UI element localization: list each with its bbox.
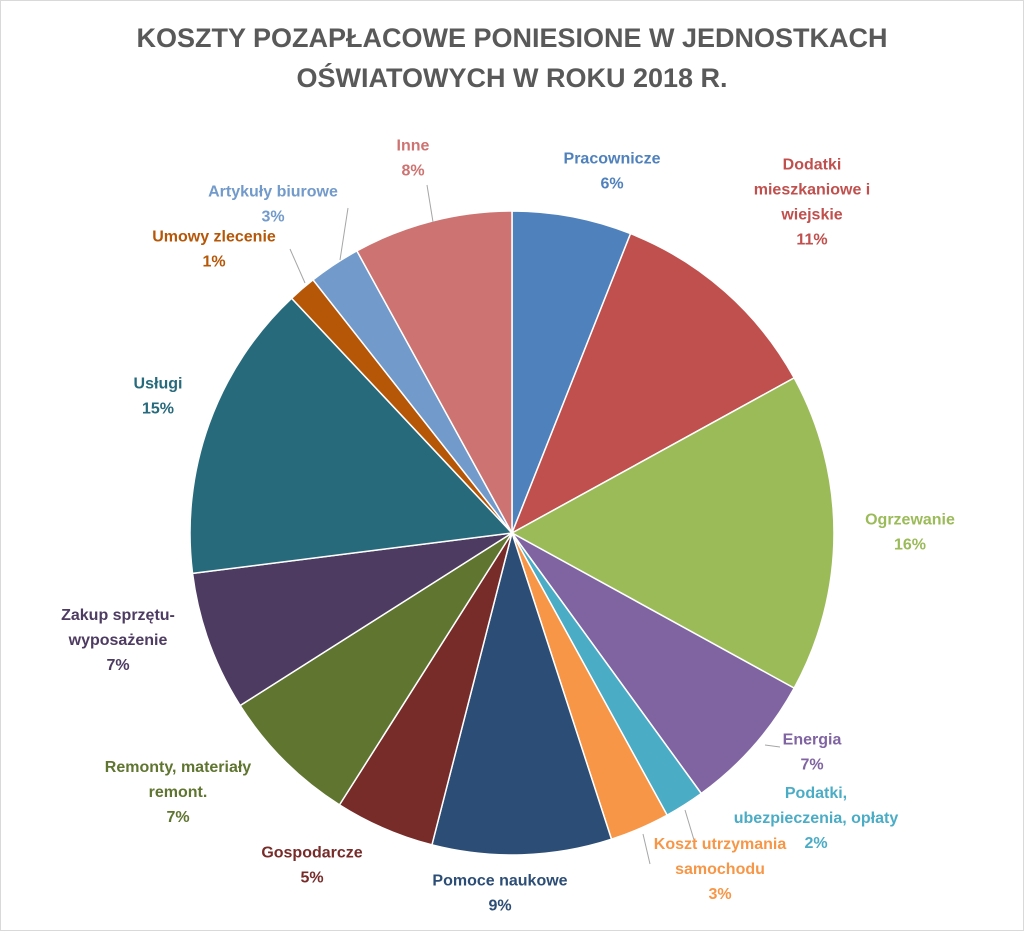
chart-title-line-1: KOSZTY POZAPŁACOWE PONIESIONE W JEDNOSTK… <box>136 23 888 53</box>
data-label-value: 6% <box>600 176 623 193</box>
data-label-category: Zakup sprzętu- <box>61 607 175 624</box>
data-label-category: ubezpieczenia, opłaty <box>734 810 899 827</box>
data-label-category: Koszt utrzymania <box>654 836 787 853</box>
leader-lines <box>289 184 781 865</box>
data-label-value: 15% <box>142 401 174 418</box>
chart-title-line-2: OŚWIATOWYCH W ROKU 2018 R. <box>296 63 728 93</box>
leader-line <box>426 184 434 223</box>
data-label-value: 7% <box>800 757 823 774</box>
pie-slice-ogrzewanie <box>510 376 835 690</box>
data-label-category: Gospodarcze <box>261 845 362 862</box>
data-label-value: 7% <box>166 809 189 826</box>
data-label-category: Energia <box>783 732 842 749</box>
data-label-value: 5% <box>300 870 323 887</box>
data-label: Podatki, ubezpieczenia, opłaty 2% <box>734 785 899 852</box>
data-label-category: samochodu <box>675 861 765 878</box>
pie-slice-zakup-sprzętu-wyposażenie <box>191 532 513 707</box>
data-label: Zakup sprzętu-wyposażenie 7% <box>61 607 175 674</box>
data-label-category: Podatki, <box>785 785 847 802</box>
data-label-category: wyposażenie <box>68 632 168 649</box>
data-label: Dodatki mieszkaniowe i wiejskie 11% <box>754 157 871 249</box>
data-label-category: Usługi <box>134 376 183 393</box>
data-label-category: Ogrzewanie <box>865 512 955 529</box>
data-label: Usługi 15% <box>134 376 183 418</box>
data-label: Pomoce naukowe 9% <box>432 873 567 915</box>
data-label-category: Umowy zlecenie <box>152 229 276 246</box>
data-label-value: 16% <box>894 537 926 554</box>
data-label: Umowy zlecenie 1% <box>152 229 276 271</box>
data-label-value: 1% <box>202 254 225 271</box>
data-label: Ogrzewanie 16% <box>865 512 955 554</box>
pie-slice-energia <box>511 532 796 795</box>
data-label-value: 2% <box>804 835 827 852</box>
data-label-value: 9% <box>488 898 511 915</box>
chart-title: KOSZTY POZAPŁACOWE PONIESIONE W JEDNOSTK… <box>0 18 1024 98</box>
data-label-category: Inne <box>397 138 430 155</box>
data-label-category: remont. <box>149 784 208 801</box>
data-label: Remonty, materiały remont. 7% <box>105 759 252 826</box>
pie-slice-inne <box>355 210 513 534</box>
data-label-category: Dodatki <box>783 157 842 174</box>
pie-slice-remonty-materiały-remont <box>239 532 513 806</box>
data-label-value: 11% <box>796 232 827 249</box>
data-labels: Pracownicze 6% Dodatki mieszkaniowe i wiejsk… <box>61 138 955 915</box>
data-label-category: Pracownicze <box>564 151 661 168</box>
leader-line <box>642 833 651 865</box>
leader-line <box>289 248 306 284</box>
pie-slice-usługi <box>189 297 514 575</box>
leader-line <box>764 744 781 748</box>
data-label: Koszt utrzymania samochodu 3% <box>654 836 787 903</box>
data-label-value: 8% <box>401 163 424 180</box>
data-label-category: Artykuły biurowe <box>208 184 338 201</box>
data-label: Energia 7% <box>783 732 842 774</box>
data-label: Pracownicze 6% <box>564 151 661 193</box>
pie-slice-pomoce-naukowe <box>431 530 613 856</box>
data-label: Inne 8% <box>397 138 430 180</box>
data-label-category: Pomoce naukowe <box>432 873 567 890</box>
data-label-category: mieszkaniowe i <box>754 182 871 199</box>
data-label-value: 7% <box>106 657 129 674</box>
data-label-value: 3% <box>261 209 284 226</box>
leader-line <box>339 207 349 261</box>
leader-line <box>684 809 695 841</box>
data-label: Artykuły biurowe 3% <box>208 184 338 226</box>
pie-slices <box>189 210 835 856</box>
data-label-category: wiejskie <box>780 207 842 224</box>
data-label-value: 3% <box>708 886 731 903</box>
pie-slice-dodatki-mieszkaniowe-i-wiejskie <box>510 232 796 535</box>
pie-slice-pracownicze <box>511 210 632 534</box>
data-label: Gospodarcze 5% <box>261 845 362 887</box>
data-label-category: Remonty, materiały <box>105 759 252 776</box>
